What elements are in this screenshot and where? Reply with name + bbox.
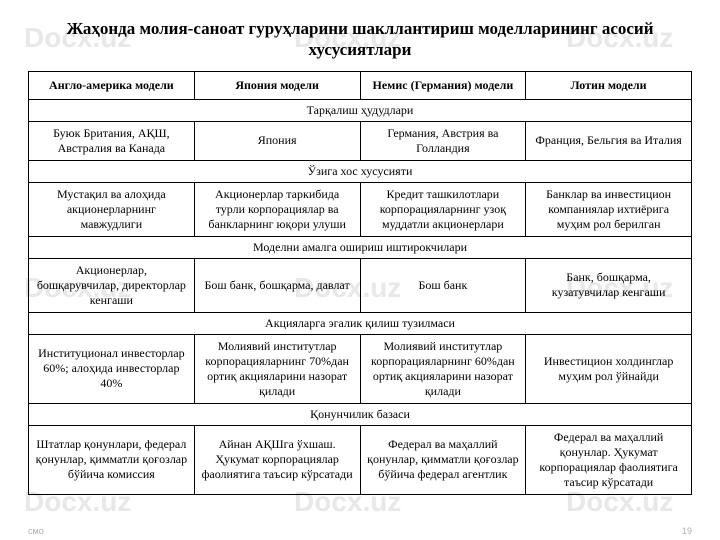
table-row: Буюк Британия, АҚШ, Австралия ва Канада … [29,121,692,160]
cell: Бош банк [360,258,526,312]
cell: Федерал ва маҳаллий қонунлар. Ҳукумат ко… [526,425,692,494]
table-row: Акционерлар, бошқарувчилар, директорлар … [29,258,692,312]
models-table: Англо-америка модели Япония модели Немис… [28,71,692,495]
cell: Молиявий институтлар корпорацияларнинг 6… [360,334,526,403]
section-label: Акцияларга эгалик қилиш тузилмаси [29,312,692,334]
header-col2: Япония модели [194,71,360,99]
section-label-row: Ўзига хос хусусияти [29,160,692,182]
section-label-row: Моделни амалга ошириш иштирокчилари [29,236,692,258]
table-row: Институционал инвесторлар 60%; алоҳида и… [29,334,692,403]
header-row: Англо-америка модели Япония модели Немис… [29,71,692,99]
footer: смо 19 [28,526,692,536]
section-label-row: Тарқалиш ҳудудлари [29,99,692,121]
cell: Япония [194,121,360,160]
section-label: Тарқалиш ҳудудлари [29,99,692,121]
cell: Германия, Австрия ва Голландия [360,121,526,160]
cell: Банк, бошқарма, кузатувчилар кенгаши [526,258,692,312]
cell: Кредит ташкилотлари корпорацияларнинг уз… [360,182,526,236]
cell: Франция, Бельгия ва Италия [526,121,692,160]
section-label: Моделни амалга ошириш иштирокчилари [29,236,692,258]
table-row: Штатлар қонунлари, федерал қонунлар, қим… [29,425,692,494]
section-label: Ўзига хос хусусияти [29,160,692,182]
section-label-row: Акцияларга эгалик қилиш тузилмаси [29,312,692,334]
cell: Молиявий институтлар корпорацияларнинг 7… [194,334,360,403]
header-col3: Немис (Германия) модели [360,71,526,99]
cell: Бош банк, бошқарма, давлат [194,258,360,312]
header-col4: Лотин модели [526,71,692,99]
cell: Мустақил ва алоҳида акционерларнинг мавж… [29,182,195,236]
cell: Институционал инвесторлар 60%; алоҳида и… [29,334,195,403]
section-label-row: Қонунчилик базаси [29,403,692,425]
cell: Банклар ва инвестицион компаниялар ихтиё… [526,182,692,236]
cell: Акционерлар таркибида турли корпорацияла… [194,182,360,236]
cell: Инвестицион холдинглар муҳим рол ўйнайди [526,334,692,403]
section-label: Қонунчилик базаси [29,403,692,425]
page-title: Жаҳонда молия-саноат гуруҳларини шакллан… [28,18,692,61]
cell: Буюк Британия, АҚШ, Австралия ва Канада [29,121,195,160]
table-row: Мустақил ва алоҳида акционерларнинг мавж… [29,182,692,236]
cell: Штатлар қонунлари, федерал қонунлар, қим… [29,425,195,494]
header-col1: Англо-америка модели [29,71,195,99]
cell: Федерал ва маҳаллий қонунлар, қимматли қ… [360,425,526,494]
cell: Акционерлар, бошқарувчилар, директорлар … [29,258,195,312]
footer-right: 19 [682,526,692,536]
footer-left: смо [28,526,44,536]
cell: Айнан АҚШга ўхшаш. Ҳукумат корпорациялар… [194,425,360,494]
